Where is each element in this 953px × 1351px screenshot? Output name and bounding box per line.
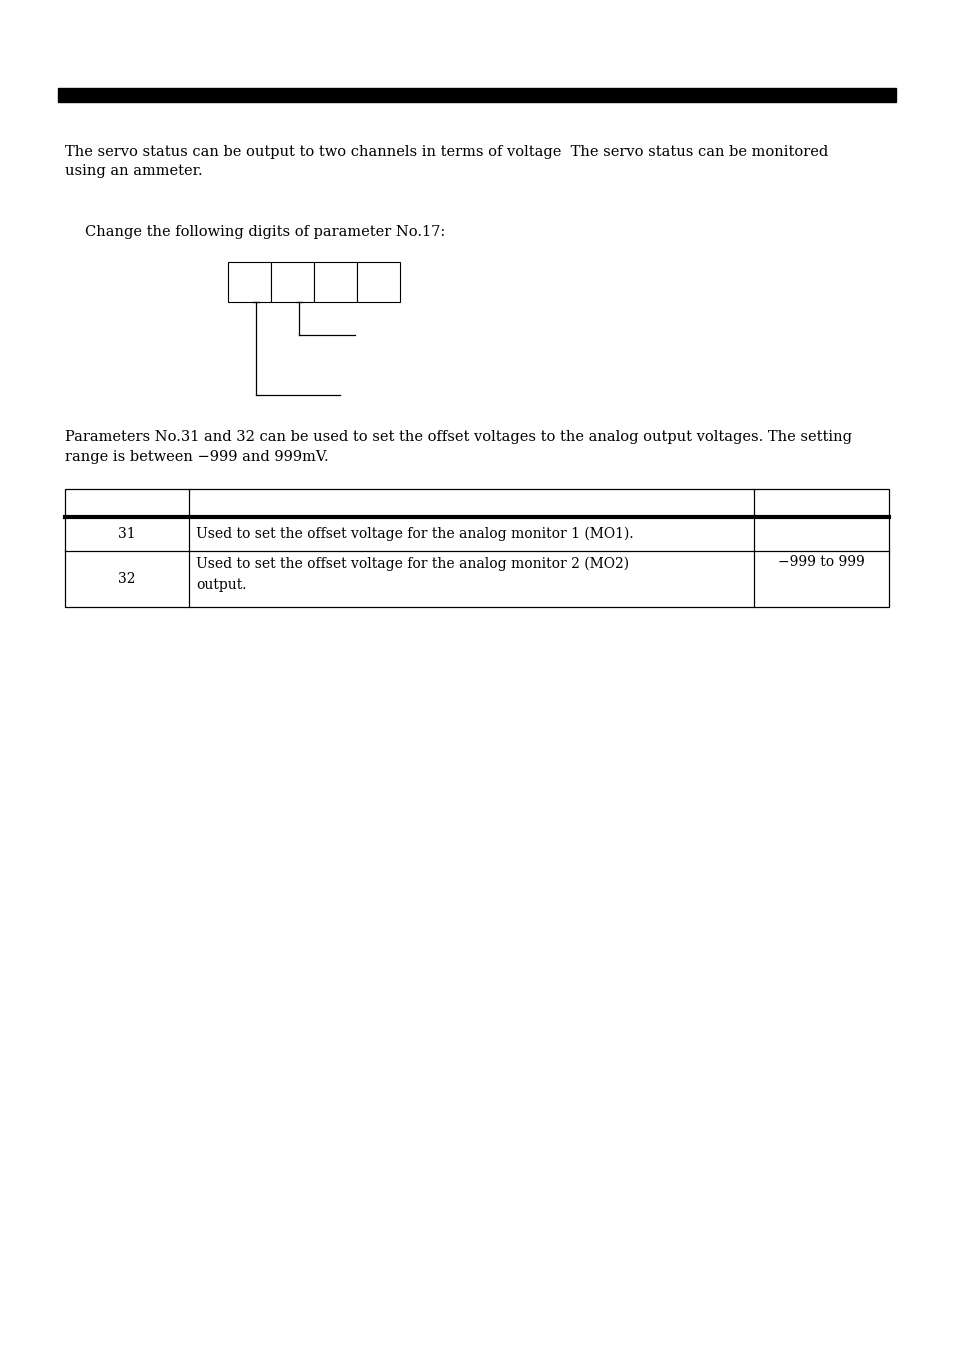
Text: 31: 31 [118,527,135,540]
Text: The servo status can be output to two channels in terms of voltage  The servo st: The servo status can be output to two ch… [65,145,827,178]
Text: Used to set the offset voltage for the analog monitor 2 (MO2)
output.: Used to set the offset voltage for the a… [195,557,628,592]
Text: Parameters No.31 and 32 can be used to set the offset voltages to the analog out: Parameters No.31 and 32 can be used to s… [65,430,851,463]
Bar [271,262,314,303]
Bar [314,262,356,303]
Bar [228,262,271,303]
Bar [58,88,895,101]
Text: Change the following digits of parameter No.17:: Change the following digits of parameter… [85,226,445,239]
Bar [65,489,888,607]
Text: Used to set the offset voltage for the analog monitor 1 (MO1).: Used to set the offset voltage for the a… [195,527,633,542]
Bar [356,262,399,303]
Text: 32: 32 [118,571,135,586]
Text: −999 to 999: −999 to 999 [778,555,864,569]
